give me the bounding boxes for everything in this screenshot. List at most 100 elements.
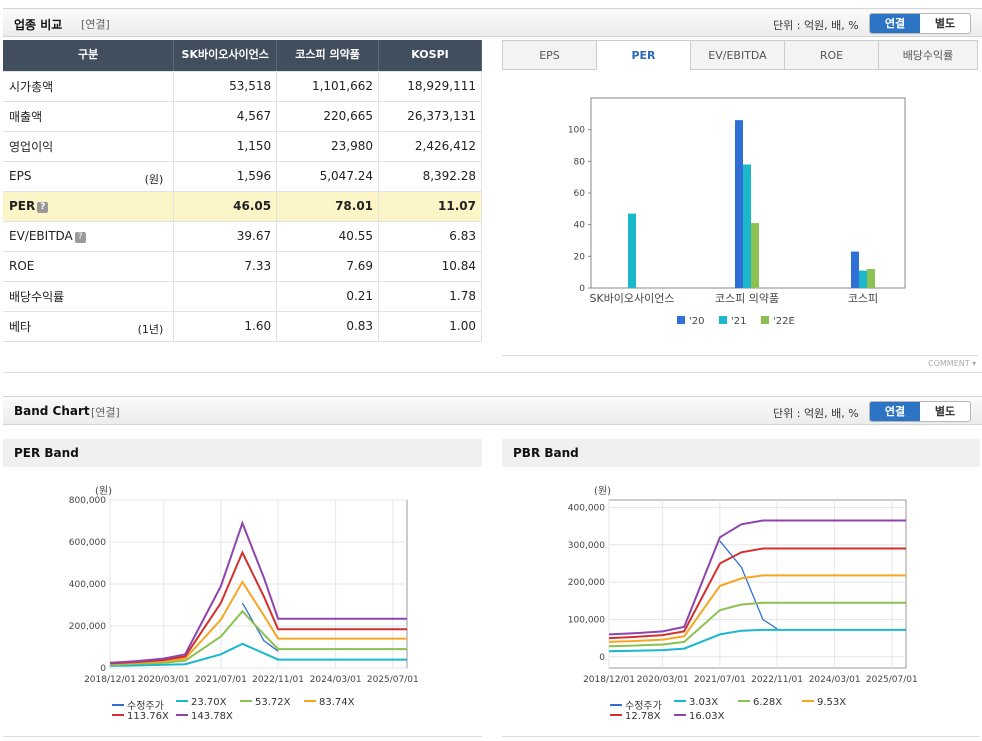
x-tick-label: 2020/03/01 [637, 675, 689, 685]
bar [859, 270, 867, 288]
band-line [241, 602, 279, 652]
x-tick-label: 코스피 [848, 292, 878, 305]
legend-item: 113.76X [112, 711, 169, 722]
legend-swatch [761, 316, 769, 324]
section-title: 업종 비교 [14, 18, 63, 32]
cell-value: 11.07 [378, 191, 482, 222]
per-band-chart: (원) 0 200,000 400,000 600,000 800,000 2018/12/… [69, 485, 419, 685]
legend-line-icon [304, 700, 316, 702]
y-tick-label: 600,000 [69, 538, 106, 548]
consolidated-button[interactable]: 연결 [870, 402, 920, 421]
bar [751, 223, 759, 288]
cell-value: 0.21 [276, 281, 380, 312]
unit-label: 단위 : 억원, 배, % [773, 19, 859, 32]
row-label: 매출액 [3, 101, 175, 132]
cell-value: 4,567 [173, 101, 278, 132]
cell-value: 220,665 [276, 101, 380, 132]
bar [867, 269, 875, 288]
legend-label: '22E [773, 316, 795, 327]
legend-swatch [677, 316, 685, 324]
x-tick-label: 2021/07/01 [195, 675, 247, 685]
table-row: EPS (원) 1,596 5,047.24 8,392.28 [3, 161, 482, 192]
table-row: 영업이익 1,150 23,980 2,426,412 [3, 131, 482, 162]
cell-value: 26,373,131 [378, 101, 482, 132]
cell-value: 39.67 [173, 221, 278, 252]
row-label-text: EV/EBITDA [9, 229, 73, 243]
legend-line-icon [802, 700, 814, 702]
cell-value: 53,518 [173, 71, 278, 102]
x-tick-label: 2025/07/01 [367, 675, 419, 685]
band-line [109, 579, 407, 665]
table-row: EV/EBITDA? 39.67 40.55 6.83 [3, 221, 482, 252]
pbr-band-chart: (원) 0 100,000 200,000 300,000 400,000 2018/12/… [568, 485, 918, 685]
band-line [109, 520, 407, 664]
legend-label: 수정주가 [625, 701, 662, 712]
legend-label: '20 [689, 316, 704, 327]
cell-value: 1.00 [378, 311, 482, 342]
bar [628, 213, 636, 288]
legend-item: 12.78X [610, 711, 660, 722]
per-band-title: PER Band [3, 439, 482, 467]
help-icon[interactable]: ? [74, 232, 86, 243]
band-line [608, 547, 906, 640]
tab-per[interactable]: PER [596, 40, 691, 70]
x-tick-label: 2022/11/01 [252, 675, 304, 685]
separate-button[interactable]: 별도 [934, 405, 956, 418]
row-label-text: 시가총액 [9, 79, 54, 94]
separate-button[interactable]: 별도 [934, 17, 956, 30]
legend-label: 16.03X [689, 711, 725, 722]
section-title: Band Chart [14, 404, 90, 418]
band-line [719, 540, 778, 630]
legend-item: 83.74X [304, 697, 354, 708]
tab-ev-ebitda[interactable]: EV/EBITDA [690, 40, 785, 70]
tab-eps[interactable]: EPS [502, 40, 597, 70]
y-tick-label: 200,000 [69, 622, 106, 632]
legend-line-icon [610, 714, 622, 716]
x-tick-label: 2024/03/01 [809, 675, 861, 685]
legend-item: 9.53X [802, 697, 846, 708]
table-row: 배당수익률 0.21 1.78 [3, 281, 482, 312]
band-line [608, 628, 906, 653]
consolidated-button[interactable]: 연결 [870, 14, 920, 33]
legend-line-icon [112, 704, 124, 706]
legend-item: 수정주가 [610, 697, 662, 712]
cell-value: 8,392.28 [378, 161, 482, 192]
cell-value: 46.05 [173, 191, 278, 222]
col-header: KOSPI [378, 40, 482, 72]
band-line [109, 642, 407, 667]
y-tick-label: 60 [574, 189, 586, 199]
row-label: 영업이익 [3, 131, 175, 162]
comment-toggle[interactable]: COMMENT ▾ [928, 359, 977, 368]
cell-value: 2,426,412 [378, 131, 482, 162]
tab-dividend-yield[interactable]: 배당수익률 [878, 40, 978, 70]
legend-label: 143.78X [191, 711, 233, 722]
legend-item: 23.70X [176, 697, 226, 708]
row-label-text: 영업이익 [9, 139, 54, 154]
col-header: SK바이오사이언스 [173, 40, 278, 72]
tab-roe[interactable]: ROE [784, 40, 879, 70]
table-row: ROE 7.33 7.69 10.84 [3, 251, 482, 282]
x-tick-label: 2025/07/01 [866, 675, 918, 685]
y-tick-label: 40 [574, 221, 586, 231]
table-header-row: 구분 SK바이오사이언스 코스피 의약품 KOSPI [3, 40, 482, 72]
y-tick-label: 200,000 [568, 578, 605, 588]
pbr-band-title: PBR Band [502, 439, 980, 467]
legend-line-icon [674, 700, 686, 702]
y-tick-label: 0 [579, 284, 585, 294]
cell-value: 40.55 [276, 221, 380, 252]
help-icon[interactable]: ? [37, 202, 49, 213]
industry-compare-header: 업종 비교 [연결] 단위 : 억원, 배, % 연결 별도 [3, 8, 982, 37]
table-row: 베타 (1년) 1.60 0.83 1.00 [3, 311, 482, 342]
table-row: 매출액 4,567 220,665 26,373,131 [3, 101, 482, 132]
cell-value: 5,047.24 [276, 161, 380, 192]
legend-label: 9.53X [817, 697, 847, 708]
x-tick-label: 코스피 의약품 [715, 291, 779, 305]
per-bar-chart: 0 20 40 60 80 100 SK바이오사이언스 코스피 의약품 코스피 '20 '21 '22… [568, 97, 906, 327]
y-tick-label: 300,000 [568, 541, 605, 551]
y-tick-label: 20 [574, 252, 586, 262]
y-tick-label: 400,000 [568, 503, 605, 513]
x-tick-label: 2018/12/01 [84, 675, 136, 685]
band-line [608, 601, 906, 648]
legend-label: 수정주가 [127, 701, 164, 712]
row-unit: (원) [144, 172, 164, 186]
